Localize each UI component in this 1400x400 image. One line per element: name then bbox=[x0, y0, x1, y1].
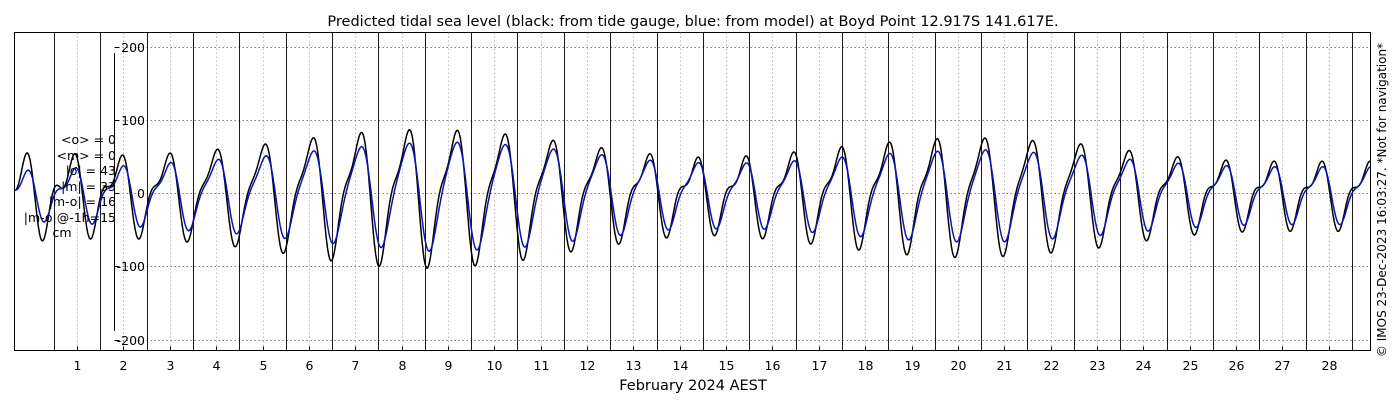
x-tick-label: 25 bbox=[1183, 358, 1199, 373]
credit-text: © IMOS 23-Dec-2023 16:03:27. *Not for na… bbox=[1375, 42, 1389, 358]
x-tick-label: 24 bbox=[1136, 358, 1152, 373]
x-tick-label: 10 bbox=[487, 358, 503, 373]
stat-abs-diff: |m-o| = 16 bbox=[48, 194, 116, 209]
y-tick-label: -100 bbox=[117, 259, 145, 274]
x-axis: 1 2 3 4 5 6 7 8 9 10 11 12 13 14 15 16 17 18 19 20 21 22 23 24 2… bbox=[74, 346, 1338, 373]
x-tick-label: 28 bbox=[1322, 358, 1338, 373]
stats-panel: <o> = 0 <m> = 0 |o| = 43 |m| = 33 |m-o| … bbox=[8, 132, 116, 241]
y-tick-label: 0 bbox=[137, 186, 145, 201]
x-tick-label: 19 bbox=[905, 358, 921, 373]
x-tick-label: 2 bbox=[120, 358, 128, 373]
y-tick-label: 200 bbox=[121, 40, 145, 55]
x-tick-label: 20 bbox=[951, 358, 967, 373]
plot-frame bbox=[14, 32, 1371, 351]
x-tick-label: 6 bbox=[306, 358, 314, 373]
x-tick-label: 11 bbox=[534, 358, 550, 373]
x-tick-label: 21 bbox=[997, 358, 1013, 373]
series-line-1 bbox=[14, 141, 1371, 252]
x-tick-label: 18 bbox=[858, 358, 874, 373]
stat-mean-model: <m> = 0 bbox=[56, 147, 117, 163]
stat-mean-obs: <o> = 0 bbox=[61, 132, 116, 147]
y-tick-label: 100 bbox=[121, 113, 145, 128]
x-tick-label: 12 bbox=[580, 358, 596, 373]
stat-abs-obs: |o| = 43 bbox=[65, 163, 116, 178]
x-tick-label: 27 bbox=[1275, 358, 1291, 373]
x-tick-label: 16 bbox=[765, 358, 781, 373]
x-tick-label: 15 bbox=[719, 358, 735, 373]
x-tick-label: 22 bbox=[1044, 358, 1060, 373]
x-tick-label: 13 bbox=[626, 358, 642, 373]
y-tick-label: -200 bbox=[117, 333, 145, 348]
y-axis: 200 100 0 -100 -200 bbox=[114, 40, 145, 348]
x-axis-label: February 2024 AEST bbox=[619, 378, 767, 394]
series bbox=[14, 128, 1371, 269]
x-tick-label: 23 bbox=[1090, 358, 1106, 373]
chart-title: Predicted tidal sea level (black: from t… bbox=[327, 14, 1058, 30]
x-tick-label: 17 bbox=[812, 358, 828, 373]
x-tick-label: 5 bbox=[260, 358, 268, 373]
x-tick-label: 1 bbox=[74, 358, 82, 373]
stat-abs-diff-lag: |m-o|@-1h=15 bbox=[23, 209, 116, 225]
x-tick-label: 3 bbox=[167, 358, 175, 373]
x-tick-label: 7 bbox=[352, 358, 360, 373]
x-tick-label: 9 bbox=[445, 358, 453, 373]
x-tick-label: 26 bbox=[1229, 358, 1245, 373]
stat-unit: cm bbox=[52, 225, 72, 240]
x-tick-label: 8 bbox=[399, 358, 407, 373]
x-tick-label: 4 bbox=[213, 358, 221, 373]
grid bbox=[54, 32, 1371, 351]
stat-abs-model: |m| = 33 bbox=[61, 178, 116, 194]
x-tick-label: 14 bbox=[673, 358, 689, 373]
